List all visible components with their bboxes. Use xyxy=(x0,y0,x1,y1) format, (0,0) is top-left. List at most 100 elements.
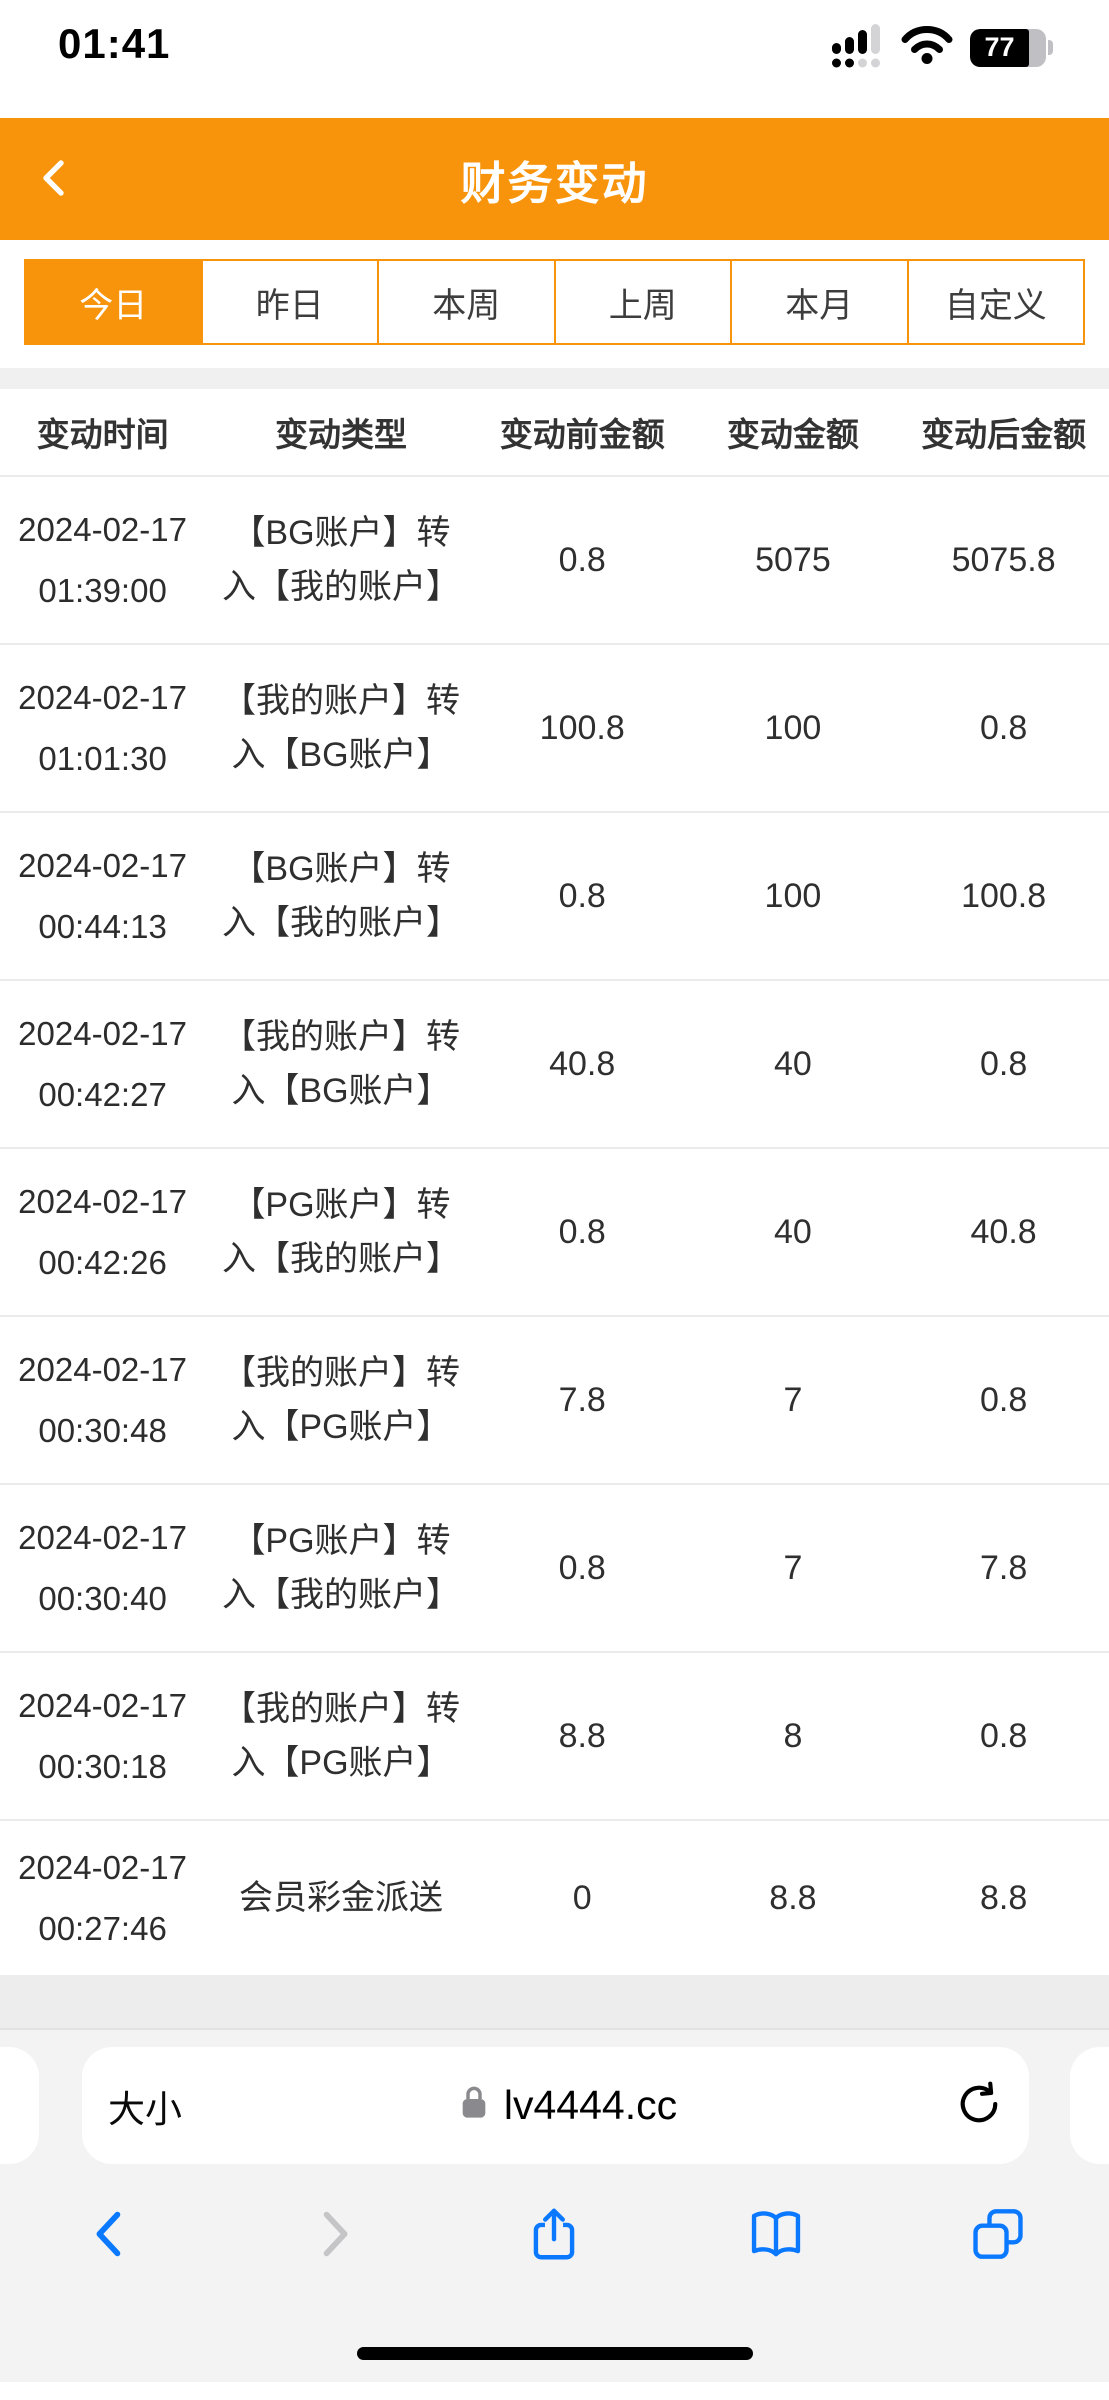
table-row: 2024-02-17 00:27:46 会员彩金派送 0 8.8 8.8 xyxy=(0,1819,1109,1975)
transactions-table: 变动时间 变动类型 变动前金额 变动金额 变动后金额 2024-02-17 01:39:… xyxy=(0,389,1109,1975)
share-button[interactable] xyxy=(444,2203,666,2268)
cell-amount-changed: 100 xyxy=(764,876,822,915)
table-row: 2024-02-17 00:30:40 【PG账户】转入【我的账户】 0.8 7… xyxy=(0,1483,1109,1651)
column-header-0: 变动时间 xyxy=(36,416,169,453)
filter-tab-5[interactable]: 自定义 xyxy=(906,259,1085,345)
cell-amount-changed: 8.8 xyxy=(769,1878,817,1917)
change-time: 00:27:46 xyxy=(38,1910,167,1947)
app-header: 财务变动 xyxy=(0,118,1109,240)
cell-amount-changed: 5075 xyxy=(755,540,831,579)
share-icon xyxy=(523,2203,585,2268)
filter-tab-0[interactable]: 今日 xyxy=(24,259,203,345)
text-size-button[interactable]: 大小 xyxy=(108,2079,182,2133)
filter-tab-3[interactable]: 上周 xyxy=(553,259,732,345)
book-icon xyxy=(745,2203,807,2268)
cellular-signal-icon xyxy=(832,22,884,73)
cell-change-time: 2024-02-17 00:30:18 xyxy=(0,1675,205,1797)
cell-amount-before: 100.8 xyxy=(539,708,625,747)
column-header-2: 变动前金额 xyxy=(499,416,665,453)
change-time: 01:01:30 xyxy=(38,740,167,777)
table-row: 2024-02-17 00:30:18 【我的账户】转入【PG账户】 8.8 8… xyxy=(0,1651,1109,1819)
cell-amount-before: 7.8 xyxy=(558,1380,606,1419)
cell-amount-changed: 7 xyxy=(783,1548,803,1587)
table-row: 2024-02-17 00:42:26 【PG账户】转入【我的账户】 0.8 4… xyxy=(0,1147,1109,1315)
cell-amount-changed: 40 xyxy=(774,1044,812,1083)
battery-percent: 77 xyxy=(984,32,1015,62)
cell-amount-before: 0.8 xyxy=(558,1548,606,1587)
change-date: 2024-02-17 xyxy=(18,1182,187,1220)
change-time: 00:30:48 xyxy=(38,1412,167,1449)
cell-amount-after: 0.8 xyxy=(979,1044,1028,1083)
change-time: 00:30:18 xyxy=(38,1748,167,1785)
cell-change-type: 会员彩金派送 xyxy=(239,1878,443,1917)
cell-change-time: 2024-02-17 00:42:27 xyxy=(0,1003,205,1125)
reload-icon xyxy=(953,2078,1005,2133)
wifi-icon xyxy=(900,25,954,70)
url-text: lv4444.cc xyxy=(503,2082,678,2128)
chevron-back-icon xyxy=(80,2203,142,2268)
safari-toolbar xyxy=(0,2180,1109,2290)
cell-amount-before: 0.8 xyxy=(558,1212,606,1251)
table-header-row: 变动时间 变动类型 变动前金额 变动金额 变动后金额 xyxy=(0,389,1109,475)
next-tab-preview[interactable] xyxy=(1070,2047,1109,2164)
column-header-3: 变动金额 xyxy=(726,416,859,453)
chevron-left-icon xyxy=(32,154,80,205)
cell-change-type: 【我的账户】转入【BG账户】 xyxy=(222,681,460,774)
change-time: 00:42:26 xyxy=(38,1244,167,1281)
change-date: 2024-02-17 xyxy=(18,846,187,884)
chevron-forward-icon xyxy=(302,2203,364,2268)
cell-change-type: 【PG账户】转入【我的账户】 xyxy=(222,1185,460,1278)
table-row: 2024-02-17 00:30:48 【我的账户】转入【PG账户】 7.8 7… xyxy=(0,1315,1109,1483)
section-divider xyxy=(0,368,1109,389)
column-header-4: 变动后金额 xyxy=(921,416,1087,453)
battery-icon: 77 xyxy=(970,28,1053,67)
change-date: 2024-02-17 xyxy=(18,1518,187,1556)
cell-amount-changed: 8 xyxy=(783,1716,803,1755)
tabs-button[interactable] xyxy=(887,2203,1109,2268)
safari-bottom-chrome: 大小 lv4444.cc xyxy=(0,2028,1109,2382)
cell-change-type: 【我的账户】转入【BG账户】 xyxy=(222,1017,460,1110)
page-footer-area xyxy=(0,1975,1109,2028)
tabs-icon xyxy=(967,2203,1029,2268)
cell-change-time: 2024-02-17 00:44:13 xyxy=(0,835,205,957)
table-row: 2024-02-17 00:42:27 【我的账户】转入【BG账户】 40.8 … xyxy=(0,979,1109,1147)
cell-amount-after: 0.8 xyxy=(979,708,1028,747)
home-indicator[interactable] xyxy=(356,2347,753,2360)
change-time: 01:39:00 xyxy=(38,572,167,609)
cell-amount-after: 0.8 xyxy=(979,1380,1028,1419)
change-date: 2024-02-17 xyxy=(18,510,187,548)
filter-tab-1[interactable]: 昨日 xyxy=(200,259,379,345)
status-icons: 77 xyxy=(832,20,1053,73)
address-url-area[interactable]: lv4444.cc xyxy=(182,2082,953,2129)
cell-amount-after: 100.8 xyxy=(961,876,1047,915)
change-time: 00:44:13 xyxy=(38,908,167,945)
cell-amount-before: 0 xyxy=(572,1878,592,1917)
filter-tab-4[interactable]: 本月 xyxy=(730,259,909,345)
bookmarks-button[interactable] xyxy=(665,2203,887,2268)
cell-amount-before: 40.8 xyxy=(549,1044,616,1083)
cell-amount-changed: 7 xyxy=(783,1380,803,1419)
filter-tab-2[interactable]: 本周 xyxy=(377,259,556,345)
table-row: 2024-02-17 01:01:30 【我的账户】转入【BG账户】 100.8… xyxy=(0,643,1109,811)
change-time: 00:42:27 xyxy=(38,1076,167,1113)
browser-forward-button[interactable] xyxy=(222,2203,444,2268)
page-title: 财务变动 xyxy=(460,157,649,209)
cell-amount-after: 40.8 xyxy=(970,1212,1037,1251)
cell-amount-changed: 100 xyxy=(764,708,822,747)
change-date: 2024-02-17 xyxy=(18,1848,187,1886)
back-button[interactable] xyxy=(26,149,86,209)
column-header-1: 变动类型 xyxy=(275,416,407,453)
cell-change-time: 2024-02-17 00:27:46 xyxy=(0,1837,205,1959)
address-bar[interactable]: 大小 lv4444.cc xyxy=(82,2047,1029,2164)
cell-change-time: 2024-02-17 00:30:48 xyxy=(0,1339,205,1461)
cell-amount-before: 8.8 xyxy=(558,1716,606,1755)
date-filter-tabs: 今日 昨日 本周 上周 本月 自定义 xyxy=(24,259,1085,345)
reload-button[interactable] xyxy=(953,2078,1005,2133)
previous-tab-preview[interactable] xyxy=(0,2047,39,2164)
lock-icon xyxy=(458,2083,490,2128)
cell-change-time: 2024-02-17 01:01:30 xyxy=(0,667,205,789)
cell-change-type: 【BG账户】转入【我的账户】 xyxy=(222,849,460,942)
cell-amount-before: 0.8 xyxy=(558,540,606,579)
browser-back-button[interactable] xyxy=(0,2203,222,2268)
